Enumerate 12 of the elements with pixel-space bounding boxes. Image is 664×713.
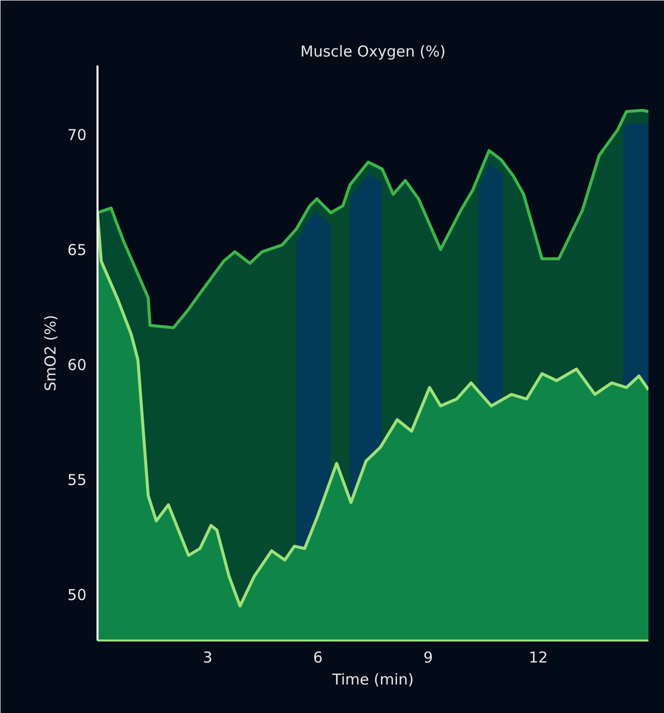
x-tick-label: 12 [528,648,548,666]
y-tick-label: 65 [67,241,87,259]
x-tick-label: 3 [202,648,212,666]
y-tick-label: 50 [67,586,87,604]
chart-title: Muscle Oxygen (%) [300,42,446,60]
x-tick-label: 9 [423,648,433,666]
y-tick-label: 60 [67,356,87,374]
y-tick-label: 55 [67,471,87,489]
x-axis-title: Time (min) [331,670,414,688]
x-tick-label: 6 [313,648,323,666]
y-tick-label: 70 [67,126,87,144]
y-axis-title: SmO2 (%) [41,314,60,392]
